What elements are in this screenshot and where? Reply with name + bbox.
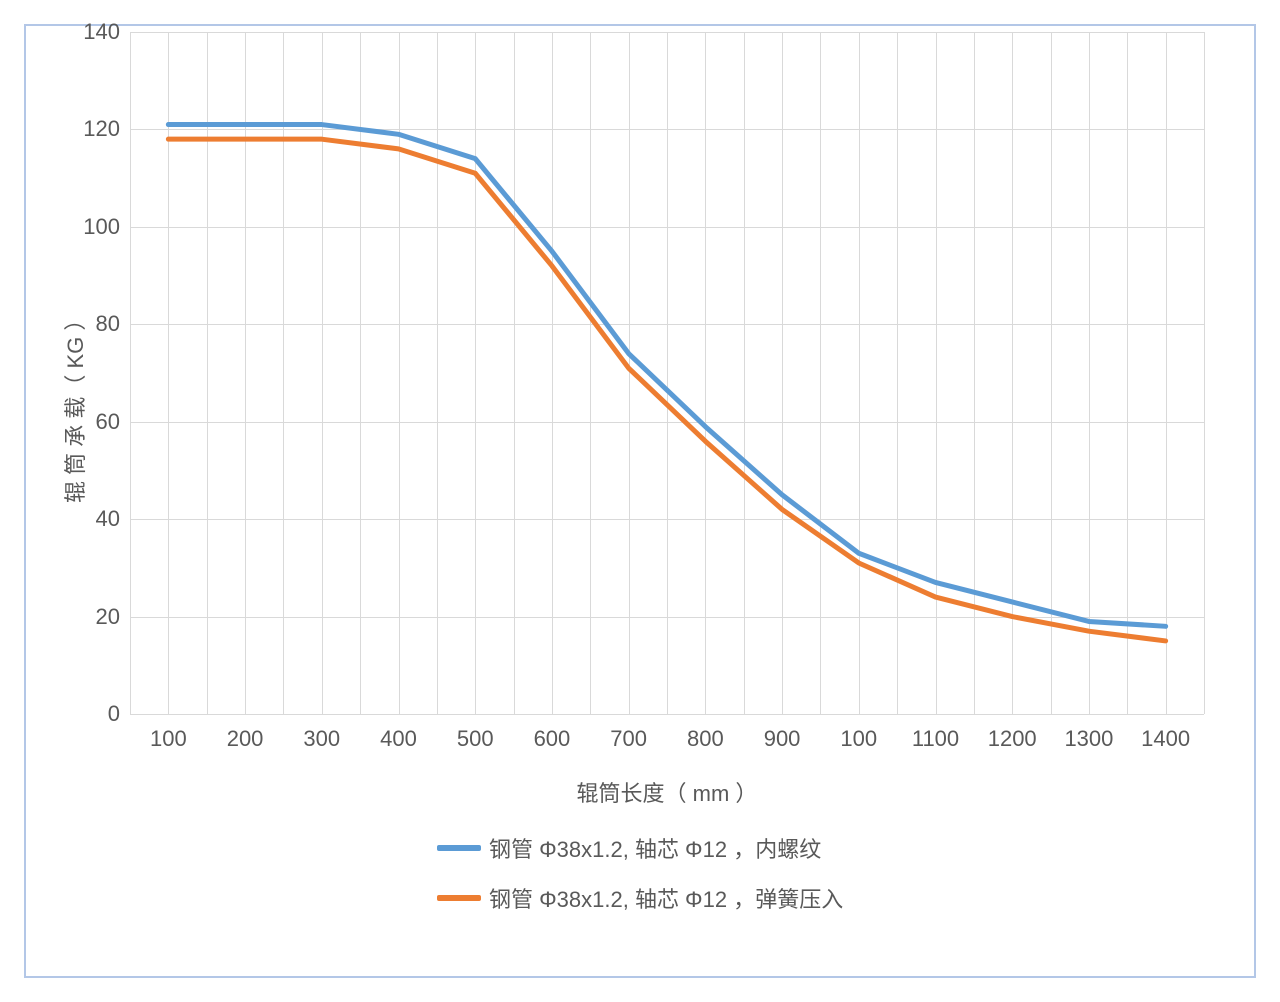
x-tick-label: 700: [610, 726, 647, 752]
x-tick-label: 200: [227, 726, 264, 752]
legend: 钢管 Φ38x1.2, 轴芯 Φ12 ，内螺纹钢管 Φ38x1.2, 轴芯 Φ1…: [437, 832, 843, 932]
gridline-vertical: [1204, 32, 1205, 714]
legend-item: 钢管 Φ38x1.2, 轴芯 Φ12 ，内螺纹: [437, 832, 843, 864]
y-tick-label: 100: [83, 214, 120, 240]
chart-container: 0 20 40 60 80 100 120 140 100 200 300 400 500 600 700 8…: [0, 0, 1280, 1002]
legend-swatch: [437, 895, 481, 901]
legend-item: 钢管 Φ38x1.2, 轴芯 Φ12 ，弹簧压入: [437, 882, 843, 914]
y-tick-label: 60: [96, 409, 120, 435]
x-tick-label: 1200: [988, 726, 1037, 752]
x-tick-label: 1100: [912, 726, 959, 752]
legend-swatch: [437, 845, 481, 851]
x-tick-label: 500: [457, 726, 494, 752]
y-tick-label: 40: [96, 506, 120, 532]
gridline-horizontal: [130, 714, 1204, 715]
y-tick-label: 0: [108, 701, 120, 727]
x-tick-label: 300: [303, 726, 340, 752]
x-tick-label: 600: [534, 726, 571, 752]
y-tick-label: 140: [83, 19, 120, 45]
x-tick-label: 1300: [1064, 726, 1113, 752]
x-tick-label: 100: [840, 726, 877, 752]
y-tick-label: 80: [96, 311, 120, 337]
legend-label: 钢管 Φ38x1.2, 轴芯 Φ12 ，弹簧压入: [489, 882, 843, 914]
x-tick-label: 1400: [1141, 726, 1190, 752]
x-axis-title: 辊筒长度（ mm ）: [577, 776, 758, 808]
y-axis-title: 辊 筒 承 载（ KG ）: [58, 309, 90, 503]
x-tick-label: 100: [150, 726, 187, 752]
y-tick-label: 120: [83, 116, 120, 142]
series-line: [130, 32, 1204, 714]
x-tick-label: 400: [380, 726, 417, 752]
legend-label: 钢管 Φ38x1.2, 轴芯 Φ12 ，内螺纹: [489, 832, 821, 864]
y-tick-label: 20: [96, 604, 120, 630]
x-tick-label: 900: [764, 726, 801, 752]
x-tick-label: 800: [687, 726, 724, 752]
plot-area: [130, 32, 1204, 714]
